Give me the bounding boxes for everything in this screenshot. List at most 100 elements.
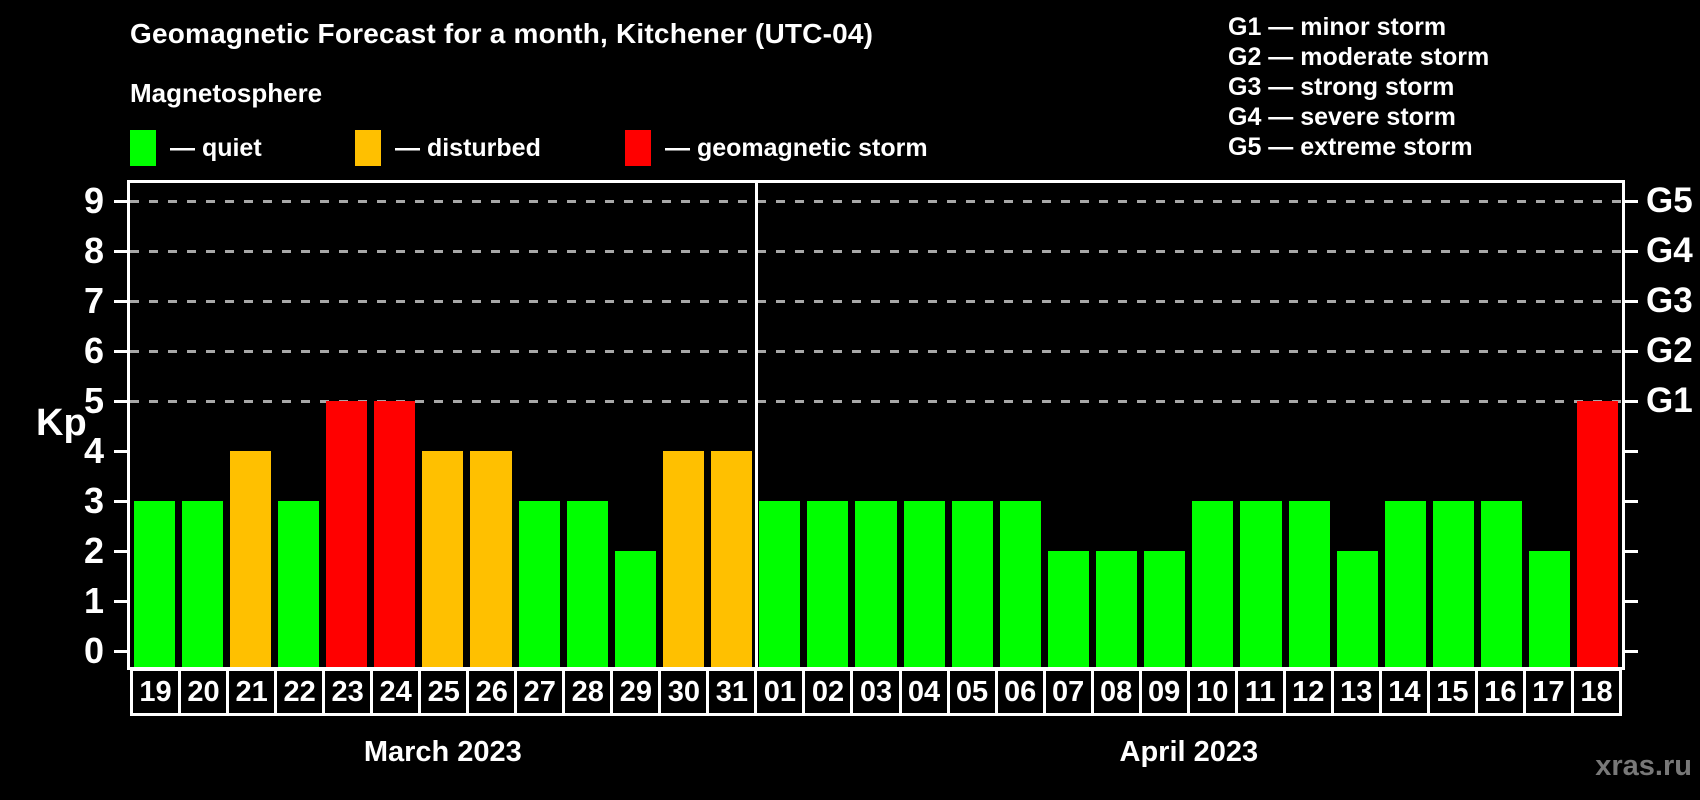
gridline-kp5 — [130, 400, 1622, 403]
date-cell: 30 — [658, 668, 710, 716]
date-cell: 13 — [1330, 668, 1382, 716]
left-tick-kp6 — [114, 350, 130, 353]
legend-label: — geomagnetic storm — [665, 133, 928, 162]
bar-slot — [1574, 183, 1622, 667]
gridline-kp9 — [130, 200, 1622, 203]
left-tick-kp3 — [114, 500, 130, 503]
kp-bar-april-17 — [1529, 551, 1571, 667]
date-cell: 17 — [1522, 668, 1574, 716]
bar-slot — [419, 183, 467, 667]
date-cell: 31 — [706, 668, 758, 716]
kp-bar-march-21 — [229, 451, 271, 667]
bar-slot — [1141, 183, 1189, 667]
gridline-kp7 — [130, 300, 1622, 303]
bar-slot — [1333, 183, 1381, 667]
month-label-april: April 2023 — [1119, 736, 1259, 768]
bar-slot — [1429, 183, 1477, 667]
right-tick-kp6 — [1622, 350, 1638, 353]
left-tick-kp2 — [114, 550, 130, 553]
g-legend-line: G4 — severe storm — [1228, 103, 1456, 131]
y-tick-label-2: 2 — [83, 530, 104, 571]
date-cell: 10 — [1186, 668, 1238, 716]
left-tick-kp4 — [114, 450, 130, 453]
kp-bar-march-24 — [374, 401, 416, 667]
bar-slot — [611, 183, 659, 667]
gridline-kp6 — [130, 350, 1622, 353]
quiet-color-swatch — [130, 130, 156, 166]
legend-label: — disturbed — [395, 133, 541, 162]
x-axis-date-row: 19 20 21 22 23 24 25 26 27 28 29 30 31 01 02 03 04 05 06 07… — [130, 668, 1622, 716]
bar-slot — [515, 183, 563, 667]
kp-bar-april-11 — [1240, 501, 1282, 667]
date-cell: 14 — [1378, 668, 1430, 716]
y-tick-label-5: 5 — [83, 380, 104, 421]
y-tick-label-3: 3 — [83, 480, 104, 521]
y-tick-label-9: 9 — [83, 180, 104, 221]
y-tick-label-8: 8 — [83, 230, 104, 271]
g-scale-label-g3: G3 — [1646, 281, 1693, 320]
bar-slot — [852, 183, 900, 667]
right-tick-kp5 — [1622, 400, 1638, 403]
kp-bar-april-05 — [951, 501, 993, 667]
magnetosphere-subtitle: Magnetosphere — [130, 78, 323, 108]
bar-slot — [467, 183, 515, 667]
right-tick-kp9 — [1622, 200, 1638, 203]
kp-bar-march-26 — [470, 451, 512, 667]
g-legend-line: G5 — extreme storm — [1228, 133, 1473, 161]
date-cell: 22 — [274, 668, 326, 716]
bar-slot — [708, 183, 756, 667]
kp-bar-april-14 — [1384, 501, 1426, 667]
kp-bar-march-25 — [422, 451, 464, 667]
g-scale-label-g2: G2 — [1646, 331, 1693, 370]
left-tick-kp8 — [114, 250, 130, 253]
g-legend-line: G1 — minor storm — [1228, 13, 1447, 41]
legend-item-disturbed: — disturbed — [355, 128, 541, 168]
date-cell: 16 — [1474, 668, 1526, 716]
g-legend-line: G2 — moderate storm — [1228, 43, 1490, 71]
date-cell: 07 — [1042, 668, 1094, 716]
bar-slot — [948, 183, 996, 667]
kp-bar-april-16 — [1481, 501, 1523, 667]
page-title: Geomagnetic Forecast for a month, Kitche… — [130, 18, 874, 49]
legend-item-storm: — geomagnetic storm — [625, 128, 928, 168]
right-tick-kp3 — [1622, 500, 1638, 503]
bars-layer — [130, 183, 1622, 667]
g-scale-label-g1: G1 — [1646, 381, 1693, 420]
date-cell: 03 — [850, 668, 902, 716]
kp-bar-march-31 — [711, 451, 753, 667]
date-cell: 09 — [1138, 668, 1190, 716]
g-scale-label-g4: G4 — [1646, 231, 1693, 270]
kp-bar-april-08 — [1096, 551, 1138, 667]
disturbed-color-swatch — [355, 130, 381, 166]
month-divider-line — [754, 183, 758, 667]
y-axis-label: Kp — [36, 402, 87, 444]
y-tick-label-6: 6 — [83, 330, 104, 371]
right-tick-kp0 — [1622, 650, 1638, 653]
month-label-march: March 2023 — [363, 736, 522, 768]
left-tick-kp7 — [114, 300, 130, 303]
storm-color-swatch — [625, 130, 651, 166]
bar-slot — [1285, 183, 1333, 667]
legend-item-quiet: — quiet — [130, 128, 262, 168]
kp-bar-april-01 — [759, 501, 801, 667]
date-cell: 08 — [1090, 668, 1142, 716]
bar-slot — [659, 183, 707, 667]
bar-slot — [563, 183, 611, 667]
kp-bar-march-28 — [566, 501, 608, 667]
kp-bar-april-18 — [1577, 401, 1619, 667]
bar-slot — [1093, 183, 1141, 667]
kp-bar-april-13 — [1336, 551, 1378, 667]
date-cell: 18 — [1570, 668, 1622, 716]
y-tick-label-1: 1 — [83, 580, 104, 621]
kp-bar-april-12 — [1288, 501, 1330, 667]
kp-bar-april-10 — [1192, 501, 1234, 667]
date-cell: 24 — [370, 668, 422, 716]
date-cell: 12 — [1282, 668, 1334, 716]
date-cell: 05 — [946, 668, 998, 716]
kp-bar-march-22 — [277, 501, 319, 667]
month-labels-row: March 2023 April 2023 — [130, 736, 1622, 769]
bar-slot — [130, 183, 178, 667]
y-tick-label-7: 7 — [83, 280, 104, 321]
date-cell: 21 — [226, 668, 278, 716]
bar-slot — [1044, 183, 1092, 667]
